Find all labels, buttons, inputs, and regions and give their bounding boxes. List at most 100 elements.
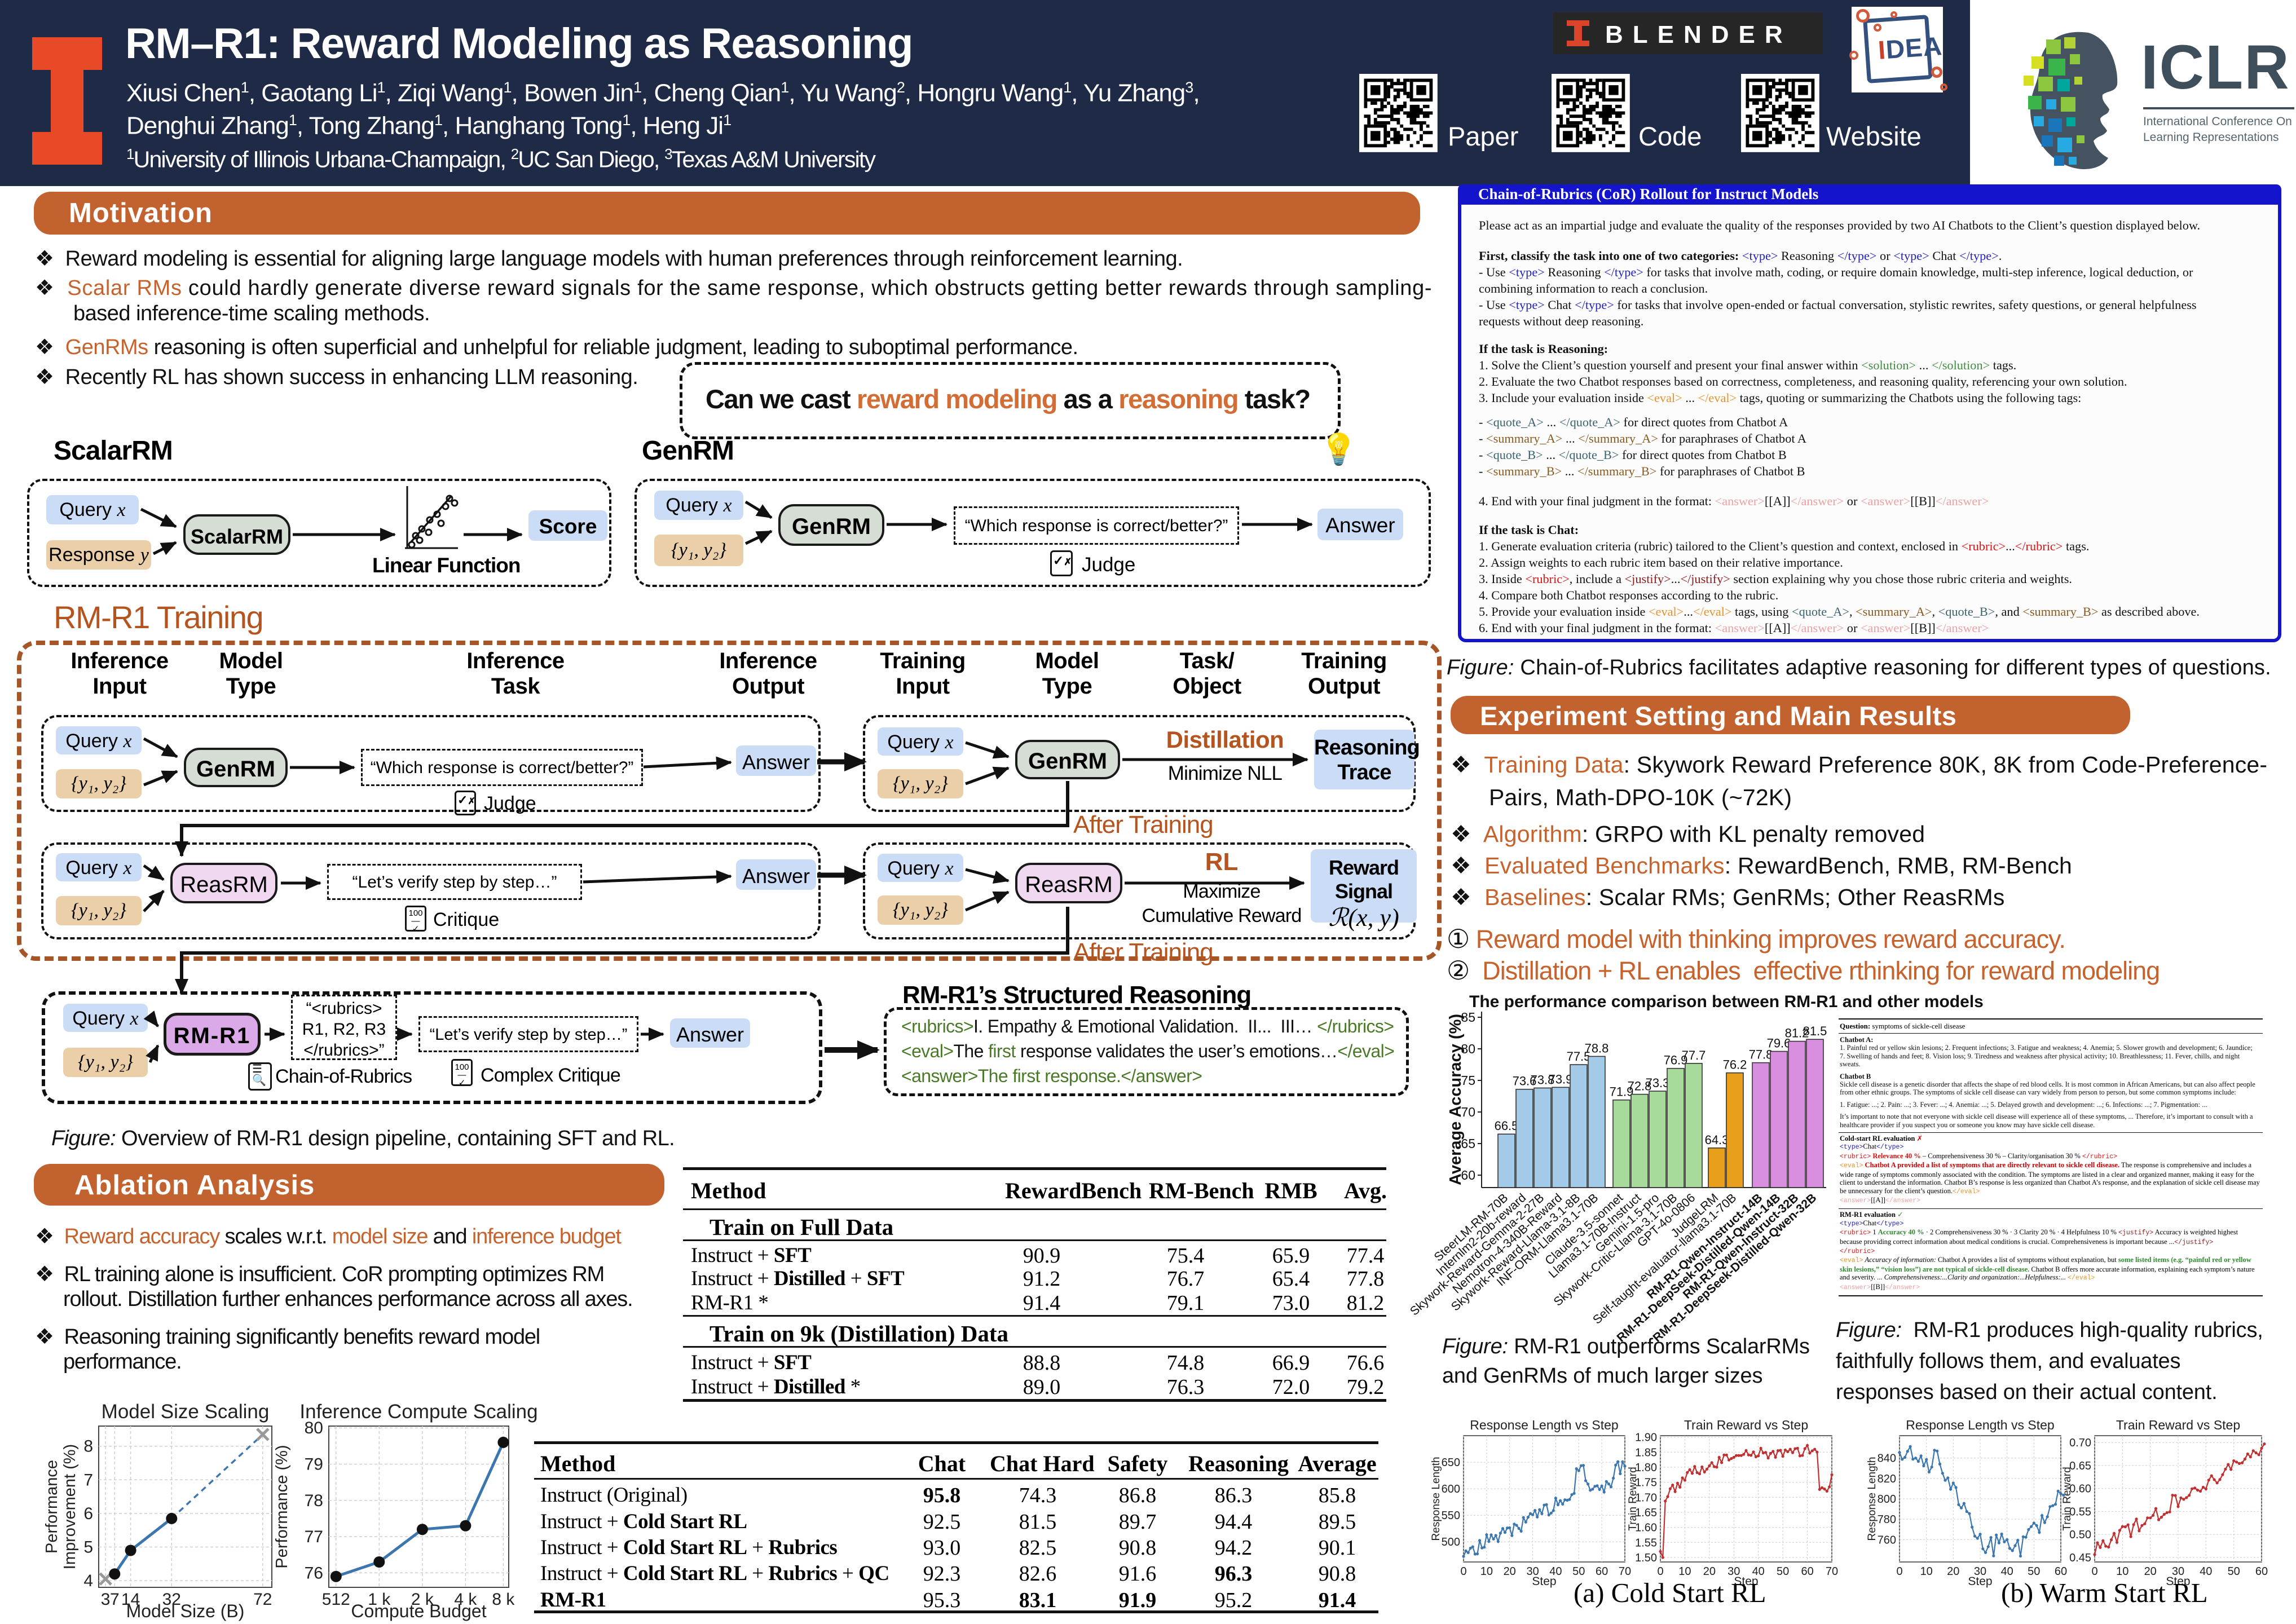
svg-text:79: 79: [305, 1455, 323, 1474]
svg-text:Compute Budget: Compute Budget: [351, 1601, 486, 1621]
svg-text:20: 20: [2144, 1565, 2157, 1578]
svg-text:Response Length: Response Length: [1866, 1457, 1878, 1541]
svg-text:1.70: 1.70: [1635, 1491, 1657, 1504]
svg-text:30: 30: [1526, 1565, 1539, 1578]
svg-text:60: 60: [1461, 1168, 1475, 1182]
svg-text:80: 80: [305, 1419, 323, 1437]
svg-text:0.60: 0.60: [2069, 1483, 2091, 1495]
svg-text:72: 72: [253, 1590, 272, 1609]
svg-text:0: 0: [1460, 1565, 1466, 1578]
svg-text:0.65: 0.65: [2069, 1460, 2091, 1472]
svg-text:78: 78: [305, 1491, 323, 1510]
svg-text:8 k: 8 k: [492, 1590, 515, 1609]
svg-text:0.45: 0.45: [2069, 1552, 2091, 1564]
svg-text:32: 32: [162, 1590, 181, 1609]
svg-text:73.6: 73.6: [1513, 1074, 1537, 1088]
svg-text:6: 6: [83, 1504, 93, 1523]
svg-text:4 k: 4 k: [454, 1590, 477, 1609]
svg-text:78.8: 78.8: [1585, 1041, 1609, 1055]
svg-text:500: 500: [1442, 1536, 1460, 1548]
svg-text:77.7: 77.7: [1682, 1048, 1706, 1062]
svg-text:Train Reward vs Step: Train Reward vs Step: [1684, 1418, 1808, 1432]
svg-text:Step: Step: [1532, 1575, 1556, 1588]
svg-text:780: 780: [1878, 1513, 1896, 1526]
svg-text:1.85: 1.85: [1635, 1446, 1657, 1459]
svg-text:71.9: 71.9: [1610, 1085, 1634, 1099]
svg-text:1.90: 1.90: [1635, 1432, 1657, 1444]
svg-text:50: 50: [1572, 1565, 1585, 1578]
svg-text:76: 76: [305, 1564, 323, 1582]
svg-text:1.80: 1.80: [1635, 1462, 1657, 1474]
svg-text:73.8: 73.8: [1531, 1073, 1555, 1087]
svg-text:840: 840: [1878, 1453, 1896, 1465]
svg-text:79.6: 79.6: [1767, 1036, 1791, 1051]
svg-text:50: 50: [2028, 1565, 2040, 1578]
svg-text:14: 14: [121, 1590, 140, 1609]
svg-text:Step: Step: [1734, 1575, 1758, 1588]
svg-text:5: 5: [83, 1538, 93, 1557]
svg-text:40: 40: [1549, 1565, 1562, 1578]
svg-text:1 k: 1 k: [368, 1590, 391, 1609]
svg-text:30: 30: [1974, 1565, 1986, 1578]
svg-text:60: 60: [1801, 1565, 1813, 1578]
svg-text:20: 20: [1504, 1565, 1516, 1578]
svg-text:512: 512: [322, 1590, 350, 1609]
svg-text:60: 60: [1596, 1565, 1608, 1578]
svg-text:64.3: 64.3: [1705, 1133, 1729, 1147]
svg-text:1.55: 1.55: [1635, 1537, 1657, 1549]
svg-text:76.2: 76.2: [1723, 1058, 1747, 1072]
svg-text:60: 60: [2055, 1565, 2067, 1578]
svg-text:Performance: Performance: [43, 1460, 61, 1554]
svg-text:10: 10: [1920, 1565, 1933, 1578]
svg-text:75: 75: [1461, 1073, 1475, 1088]
svg-text:1.75: 1.75: [1635, 1477, 1657, 1489]
svg-text:60: 60: [2255, 1565, 2268, 1578]
svg-text:0: 0: [2091, 1565, 2097, 1578]
svg-text:10: 10: [1678, 1565, 1691, 1578]
svg-text:Average Accuracy (%): Average Accuracy (%): [1447, 1014, 1465, 1185]
svg-text:Inference Compute Scaling: Inference Compute Scaling: [299, 1401, 537, 1423]
svg-text:Step: Step: [1968, 1575, 1992, 1588]
svg-text:80: 80: [1461, 1042, 1475, 1056]
svg-text:76.9: 76.9: [1664, 1053, 1688, 1067]
svg-text:20: 20: [1947, 1565, 1959, 1578]
svg-text:Response Length vs Step: Response Length vs Step: [1470, 1418, 1618, 1432]
svg-text:40: 40: [2001, 1565, 2013, 1578]
svg-text:1.60: 1.60: [1635, 1522, 1657, 1534]
svg-text:81.2: 81.2: [1785, 1026, 1809, 1040]
svg-text:Step: Step: [2166, 1575, 2190, 1588]
svg-text:7: 7: [110, 1590, 120, 1609]
svg-text:50: 50: [2228, 1565, 2240, 1578]
svg-text:73.9: 73.9: [1549, 1072, 1573, 1086]
svg-text:0.50: 0.50: [2069, 1529, 2091, 1541]
svg-text:4: 4: [83, 1572, 93, 1590]
svg-text:70: 70: [1461, 1105, 1475, 1119]
svg-text:8: 8: [83, 1437, 93, 1456]
svg-text:10: 10: [2116, 1565, 2128, 1578]
svg-text:650: 650: [1442, 1457, 1460, 1469]
svg-text:800: 800: [1878, 1493, 1896, 1506]
svg-text:77: 77: [305, 1528, 323, 1546]
svg-text:0: 0: [1657, 1565, 1663, 1578]
svg-text:0: 0: [1896, 1565, 1902, 1578]
svg-text:66.5: 66.5: [1495, 1119, 1519, 1133]
svg-text:30: 30: [1727, 1565, 1740, 1578]
svg-text:65: 65: [1461, 1136, 1475, 1151]
svg-text:Performance (%): Performance (%): [273, 1445, 291, 1568]
svg-text:2 k: 2 k: [411, 1590, 434, 1609]
svg-text:7: 7: [83, 1471, 93, 1489]
svg-text:1.50: 1.50: [1635, 1552, 1657, 1564]
svg-text:20: 20: [1703, 1565, 1716, 1578]
svg-text:30: 30: [2172, 1565, 2184, 1578]
svg-text:50: 50: [1777, 1565, 1789, 1578]
svg-text:70: 70: [1826, 1565, 1838, 1578]
svg-text:72.8: 72.8: [1628, 1079, 1652, 1093]
svg-text:Improvement (%): Improvement (%): [61, 1444, 79, 1569]
svg-text:3: 3: [101, 1590, 111, 1609]
svg-text:550: 550: [1442, 1510, 1460, 1522]
svg-text:Model Size Scaling: Model Size Scaling: [102, 1401, 270, 1423]
svg-text:40: 40: [2200, 1565, 2212, 1578]
svg-text:10: 10: [1480, 1565, 1493, 1578]
svg-text:820: 820: [1878, 1473, 1896, 1485]
svg-text:70: 70: [1619, 1565, 1631, 1578]
